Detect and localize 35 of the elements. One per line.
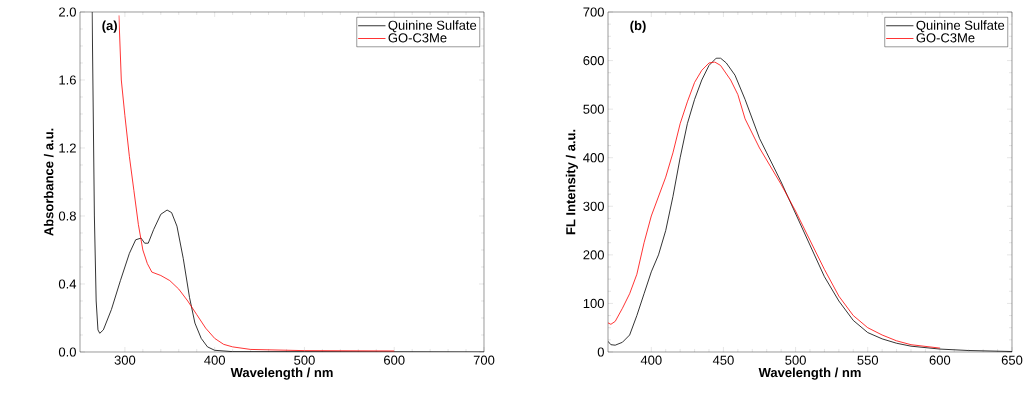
y-tick-label: 0.0 — [58, 347, 76, 357]
y-tick-label: 100 — [583, 298, 604, 309]
y-axis-title: Absorbance / a.u. — [43, 128, 54, 236]
x-axis-title: Wavelength / nm — [758, 367, 861, 380]
y-tick-label: 300 — [583, 201, 604, 211]
annotation: (a) — [102, 20, 117, 33]
legend-label: GO-C3Me — [916, 33, 975, 43]
x-tick-label: 600 — [929, 355, 951, 365]
x-tick-label: 550 — [857, 355, 879, 365]
y-tick-label: 200 — [583, 250, 604, 260]
annotation: (b) — [630, 20, 646, 33]
y-tick-label: 1.2 — [59, 143, 76, 153]
y-tick-label: 600 — [583, 55, 604, 66]
y-tick-label: 700 — [583, 7, 604, 17]
x-tick-label: 300 — [114, 355, 136, 365]
x-tick-label: 400 — [640, 355, 662, 365]
y-tick-label: 0.8 — [58, 211, 76, 221]
y-tick-label: 400 — [583, 153, 604, 163]
legend-label: Quinine Sulfate — [388, 20, 477, 33]
y-tick-label: 500 — [583, 104, 604, 114]
y-tick-label: 0 — [597, 347, 604, 357]
y-tick-label: 0.4 — [58, 279, 77, 289]
y-axis-title: FL Intensity / a.u. — [565, 129, 578, 235]
y-tick-label: 1.6 — [59, 75, 76, 85]
y-tick-label: 2.0 — [59, 7, 76, 17]
x-axis-title: Wavelength / nm — [230, 367, 333, 380]
legend-label: Quinine Sulfate — [916, 20, 1005, 33]
x-tick-label: 400 — [204, 355, 226, 365]
x-tick-label: 650 — [1001, 355, 1023, 365]
legend-label: GO-C3Me — [388, 33, 447, 43]
x-tick-label: 450 — [712, 355, 734, 365]
x-tick-label: 700 — [473, 355, 495, 365]
x-tick-label: 600 — [384, 355, 405, 365]
x-tick-label: 500 — [785, 355, 806, 365]
x-tick-label: 500 — [294, 355, 315, 365]
